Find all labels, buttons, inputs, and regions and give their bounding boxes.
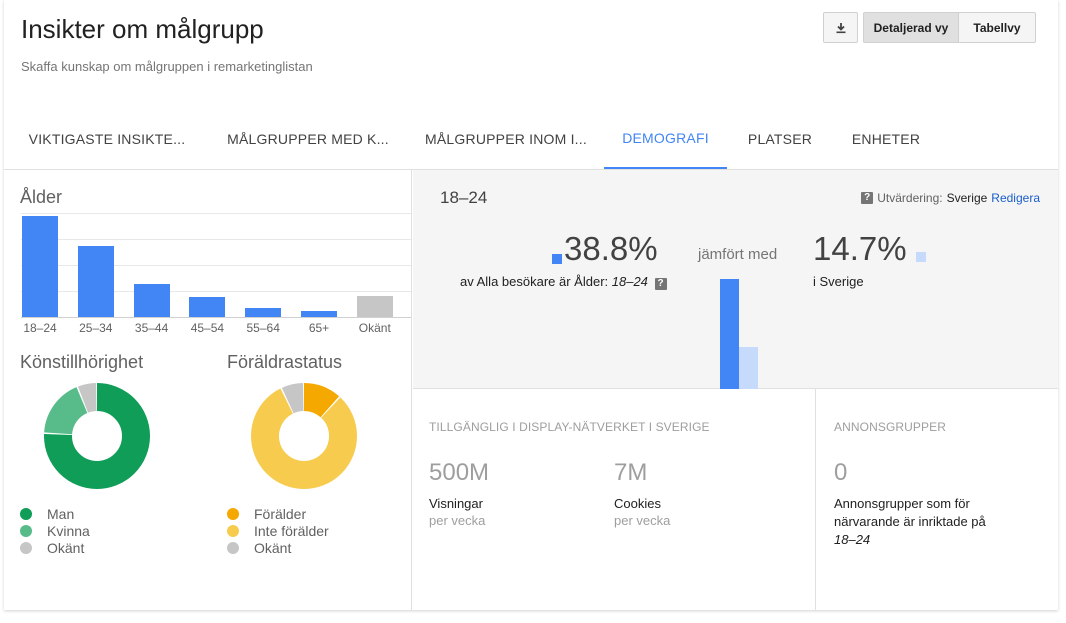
- age-tick-label: 65+: [308, 321, 330, 335]
- evaluation-info: ? Utvärdering: Sverige Redigera: [861, 191, 1040, 205]
- cookies-sub: per vecka: [614, 513, 671, 528]
- tab-in-market-audiences[interactable]: MÅLGRUPPER INOM I...: [425, 130, 587, 147]
- tab-devices[interactable]: ENHETER: [851, 130, 921, 147]
- impressions-sub: per vecka: [429, 513, 486, 528]
- legend-dot-man: [20, 508, 32, 520]
- comparison-bar-audience: [720, 279, 739, 389]
- parental-donut-chart: [251, 383, 357, 489]
- age-bar[interactable]: [133, 283, 170, 317]
- age-title: Ålder: [20, 187, 63, 207]
- gender-donut-chart: [44, 383, 150, 489]
- legend-label: Okänt: [47, 540, 85, 556]
- cookies-name: Cookies: [614, 496, 661, 511]
- country-caption: i Sverige: [813, 274, 864, 289]
- age-bar[interactable]: [22, 216, 58, 317]
- evaluation-label: Utvärdering:: [877, 191, 943, 205]
- gender-title: Könstillhörighet: [20, 352, 144, 372]
- help-icon[interactable]: ?: [654, 278, 667, 290]
- legend-item-parent-unknown: Okänt: [227, 540, 291, 556]
- age-bar[interactable]: [301, 311, 337, 317]
- age-tick-label: 45–54: [190, 321, 225, 335]
- adgroups-text-1: Annonsgrupper som för: [834, 496, 970, 511]
- legend-dot-woman: [20, 525, 32, 537]
- impressions-value: 500M: [429, 459, 490, 486]
- legend-label: Kvinna: [47, 523, 90, 539]
- download-icon: [836, 22, 845, 33]
- tab-top-insights[interactable]: VIKTIGASTE INSIKTE...: [28, 130, 186, 147]
- legend-label: Okänt: [254, 540, 292, 556]
- selected-range: 18–24: [440, 188, 488, 207]
- age-bar[interactable]: [245, 308, 282, 317]
- gridline: [21, 239, 411, 240]
- page-title: Insikter om målgrupp: [21, 14, 264, 44]
- compared-with: jämfört med: [698, 246, 778, 263]
- donut-slice-non-parent[interactable]: [251, 383, 357, 489]
- legend-dot-parent: [227, 508, 239, 520]
- adgroups-text-2: närvarande är inriktade på: [834, 514, 986, 529]
- comparison-bar-country: [739, 347, 758, 389]
- donut-slice-man[interactable]: [44, 383, 150, 489]
- table-view-button[interactable]: Tabellvy: [958, 12, 1036, 43]
- tab-locations[interactable]: PLATSER: [747, 130, 813, 147]
- age-tick-label: Okänt: [358, 321, 391, 335]
- cookies-value: 7M: [614, 459, 648, 486]
- divider: [815, 389, 816, 610]
- age-bar[interactable]: [189, 296, 226, 317]
- age-tick-label: 55–64: [246, 321, 280, 335]
- gridline: [21, 265, 411, 266]
- age-tick-label: 25–34: [79, 321, 113, 335]
- availability-label: TILLGÄNGLIG I DISPLAY-NÄTVERKET I SVERIG…: [429, 420, 710, 434]
- x-axis: [21, 317, 411, 318]
- gridline: [21, 291, 411, 292]
- gridline: [21, 213, 411, 214]
- detailed-view-button[interactable]: Detaljerad vy: [863, 12, 959, 43]
- tab-demographics[interactable]: DEMOGRAFI: [604, 108, 727, 169]
- age-tick-label: 35–44: [134, 321, 169, 335]
- legend-item-parent: Förälder: [227, 506, 306, 522]
- segment-detail-panel: 18–24 ? Utvärdering: Sverige Redigera 38…: [413, 170, 1058, 389]
- legend-label: Man: [47, 506, 75, 522]
- donut-slice-parent[interactable]: [251, 383, 357, 489]
- country-swatch: [916, 252, 926, 262]
- download-button[interactable]: [823, 12, 858, 43]
- adgroups-range: 18–24: [834, 532, 871, 547]
- audience-caption-range: 18–24: [611, 274, 648, 289]
- tab-affinity-audiences[interactable]: MÅLGRUPPER MED K...: [227, 130, 389, 147]
- audience-percentage: 38.8%: [564, 230, 658, 267]
- audience-caption: av Alla besökare är Ålder: 18–24 ?: [460, 274, 671, 290]
- age-tick-label: 18–24: [23, 321, 57, 335]
- help-icon[interactable]: ?: [861, 192, 874, 204]
- audience-caption-prefix: av Alla besökare är Ålder:: [460, 274, 609, 289]
- legend-item-man: Man: [20, 506, 74, 522]
- legend-item-unknown: Okänt: [20, 540, 84, 556]
- legend-item-non-parent: Inte förälder: [227, 523, 329, 539]
- evaluation-country: Sverige: [946, 191, 988, 205]
- age-bar[interactable]: [77, 245, 114, 317]
- legend-item-woman: Kvinna: [20, 523, 90, 539]
- legend-dot-unknown: [20, 542, 32, 554]
- legend-label: Förälder: [254, 506, 307, 522]
- adgroups-value: 0: [834, 459, 848, 486]
- page-subtitle: Skaffa kunskap om målgruppen i remarketi…: [21, 59, 313, 74]
- demographics-panel: Ålder 18–24 25–34 35–44 45–54 55–64 65+ Okänt …: [4, 170, 412, 610]
- age-bar[interactable]: [356, 296, 393, 317]
- country-percentage: 14.7%: [813, 230, 907, 267]
- edit-link[interactable]: Redigera: [991, 191, 1040, 205]
- adgroups-label: ANNONSGRUPPER: [834, 420, 946, 434]
- legend-label: Inte förälder: [254, 523, 329, 539]
- audience-insights-card: Insikter om målgrupp Skaffa kunskap om m…: [4, 0, 1058, 610]
- audience-swatch: [552, 254, 562, 264]
- tab-bar: VIKTIGASTE INSIKTE... MÅLGRUPPER MED K..…: [4, 108, 1058, 170]
- legend-dot-non-parent: [227, 525, 239, 537]
- parental-title: Föräldrastatus: [227, 352, 343, 372]
- impressions-name: Visningar: [429, 496, 483, 511]
- legend-dot-unknown: [227, 542, 239, 554]
